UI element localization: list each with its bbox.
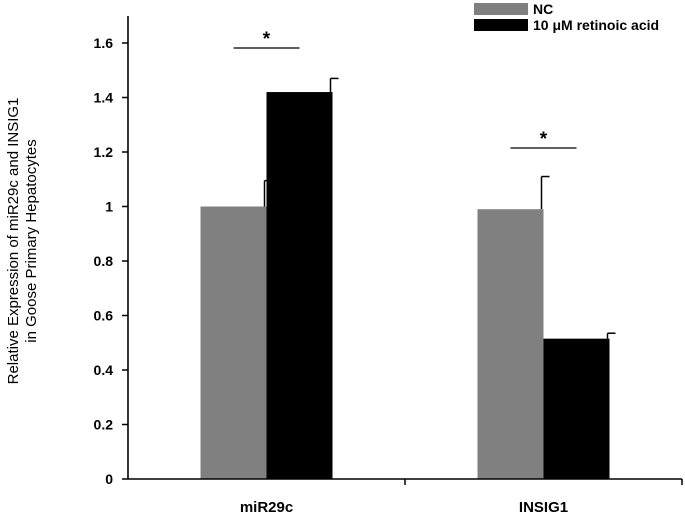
y-axis-label-line: Relative Expression of miR29c and INSIG1 <box>5 98 22 385</box>
y-tick-label: 1.4 <box>94 90 114 106</box>
y-tick-label: 0.6 <box>94 308 114 324</box>
significance-star: * <box>540 129 548 150</box>
y-tick-label: 0 <box>105 471 113 487</box>
y-tick-label: 0.2 <box>94 417 114 433</box>
bar-mir29c-retinoic-acid <box>266 92 333 480</box>
y-axis-label-line: in Goose Primary Hepatocytes <box>23 139 40 342</box>
y-tick-label: 1.2 <box>94 144 114 160</box>
legend-label: NC <box>533 1 553 17</box>
x-tick-label: INSIG1 <box>519 499 568 516</box>
y-axis-label: Relative Expression of miR29c and INSIG1… <box>5 98 40 385</box>
y-tick-label: 0.4 <box>94 362 114 378</box>
legend-swatch <box>474 19 528 31</box>
bar-mir29c-nc <box>200 206 267 479</box>
annotations-layer: ** <box>233 29 577 150</box>
axes-layer: miR29c INSIG1 0 0.2 0.4 0.6 0.8 1 1.2 1.4 1.6 <box>94 16 683 516</box>
bar-insig1-retinoic-acid <box>543 338 610 479</box>
significance-star: * <box>263 29 271 50</box>
y-tick-label: 0.8 <box>94 253 114 269</box>
y-tick-label: 1 <box>105 199 113 215</box>
legend-swatch <box>474 3 528 15</box>
bars-layer <box>200 77 616 480</box>
x-tick-label: miR29c <box>240 499 293 516</box>
bar-insig1-nc <box>477 209 544 479</box>
y-tick-label: 1.6 <box>94 35 114 51</box>
legend-label: 10 μM retinoic acid <box>533 17 659 33</box>
